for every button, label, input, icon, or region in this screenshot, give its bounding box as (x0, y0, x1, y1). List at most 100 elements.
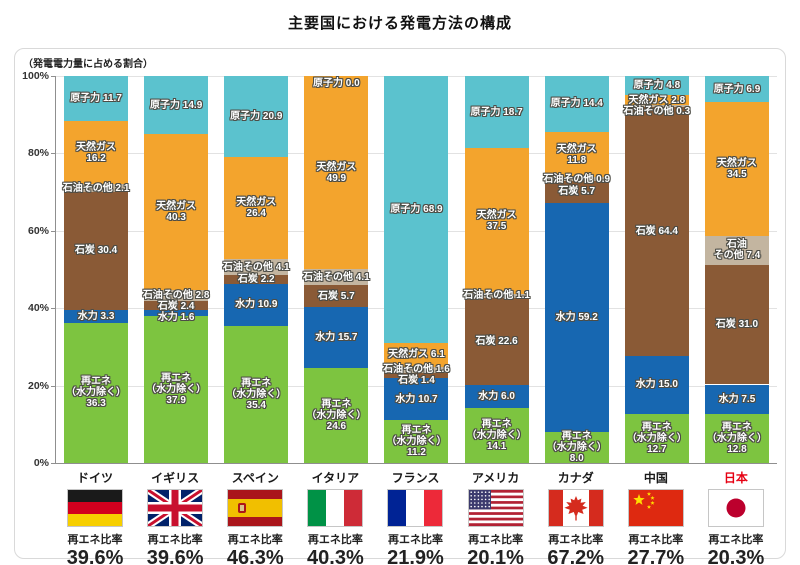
segment-label: 天然ガス 34.5 (716, 158, 757, 181)
country-name: イタリア (311, 471, 360, 485)
country-column-6: カナダ 再エネ比率 67.2% (536, 469, 616, 565)
bar-segment-1 (544, 202, 609, 432)
bar-segment-4 (384, 343, 449, 367)
country-name: 中国 (643, 471, 668, 485)
ratio-caption: 再エネ比率 (548, 534, 604, 546)
segment-label: 水力 6.0 (478, 391, 515, 403)
flag-japan (707, 489, 764, 527)
y-tick-label: 20% (27, 379, 49, 392)
country-name: 日本 (723, 471, 748, 485)
segment-label: 石炭 64.4 (635, 225, 678, 237)
segment-label: 石油その他 0.9 (543, 173, 611, 185)
bar-segment-2 (304, 284, 369, 307)
chart-footer: ドイツ 再エネ比率 39.6% イギリス 再エネ比率 39.6% スペイン 再エ… (55, 469, 776, 565)
bar-segment-5 (144, 76, 209, 135)
bar-column-6: 原子力 14.4 天然ガス 11.8 石油その他 0.9 石炭 5.7 水力 59.2 再… (537, 76, 617, 464)
flag-canada (547, 489, 604, 527)
flag-uk (147, 489, 204, 527)
y-tick-mark (51, 230, 55, 232)
bar-segment-5 (704, 75, 769, 103)
segment-label: 天然ガス 11.8 (556, 143, 597, 166)
segment-label: 水力 10.7 (395, 393, 438, 405)
bar-segment-4 (464, 148, 529, 294)
bar-segment-3 (304, 269, 369, 285)
bar-column-2: 原子力 20.9 天然ガス 26.4 石油その他 4.1 石炭 2.2 水力 10.9 再… (216, 76, 296, 463)
page-title: 主要国における発電方法の構成 (287, 15, 512, 32)
segment-label: 石炭 5.7 (558, 186, 596, 198)
bar-column-1: 原子力 14.9 天然ガス 40.3 石油その他 2.8 石炭 2.4 水力 1.6 再エ… (136, 76, 216, 463)
segment-label: 石炭 5.7 (318, 290, 355, 302)
country-name: アメリカ (471, 471, 520, 485)
bar-segment-3 (224, 259, 289, 276)
segment-label: 原子力 14.4 (550, 98, 603, 110)
segment-label: 天然ガス 49.9 (316, 161, 357, 184)
bar-segment-5 (64, 76, 129, 122)
ratio-caption: 再エネ比率 (708, 534, 764, 546)
bar-0: 原子力 11.7 天然ガス 16.2 石油その他 2.1 石炭 30.4 水力 3.3 再… (63, 76, 129, 463)
country-column-5: アメリカ 再エネ比率 20.1% (456, 469, 536, 565)
bar-7: 原子力 4.8 天然ガス 2.8 石油その他 0.3 石炭 64.4 水力 15.0 再エ… (623, 76, 690, 463)
chart-panel: （発電電力量に占める割合） 100% 80% 60% 40% 20% 0% 原子力 11.… (14, 48, 786, 565)
ratio-value: 20.1% (467, 547, 524, 565)
bar-column-7: 原子力 4.8 天然ガス 2.8 石油その他 0.3 石炭 64.4 水力 15.0 再エ… (617, 76, 697, 463)
ratio-value: 40.3% (307, 547, 364, 565)
segment-label: 再エネ （水力除く） 24.6 (306, 398, 367, 432)
segment-label: 天然ガス 37.5 (476, 209, 517, 232)
segment-label: 原子力 20.9 (230, 111, 283, 123)
country-column-2: スペイン 再エネ比率 46.3% (215, 469, 295, 565)
bar-segment-3 (64, 184, 129, 193)
bar-segment-0 (384, 419, 449, 463)
flag-spain (227, 489, 284, 527)
y-tick-label: 100% (22, 70, 49, 82)
bar-segment-0 (64, 322, 129, 463)
segment-label: 天然ガス 16.2 (76, 141, 117, 164)
segment-label: 再エネ （水力除く） 36.3 (66, 376, 127, 410)
segment-label: 原子力 18.7 (470, 106, 523, 118)
bar-segment-5 (624, 76, 689, 95)
bar-segment-2 (544, 180, 609, 203)
country-name: イギリス (151, 471, 200, 485)
plot-area: 原子力 11.7 天然ガス 16.2 石油その他 2.1 石炭 30.4 水力 3.3 再… (55, 75, 777, 464)
segment-label: 再エネ （水力除く） 35.4 (226, 378, 287, 411)
segment-label: 石油その他 1.6 (383, 364, 450, 376)
segment-label: 石炭 30.4 (74, 245, 118, 257)
segment-label: 再エネ （水力除く） 12.7 (626, 421, 687, 455)
bar-segment-2 (64, 192, 129, 310)
bar-segment-4 (64, 121, 129, 184)
segment-label: 石油その他 4.1 (303, 271, 370, 283)
bar-segment-2 (224, 275, 289, 284)
bar-segment-2 (624, 106, 689, 356)
ratio-caption: 再エネ比率 (387, 534, 443, 546)
segment-label: 再エネ （水力除く） 11.2 (386, 424, 447, 458)
bar-column-8: 原子力 6.9 天然ガス 34.5 石油 その他 7.4 石炭 31.0 水力 7.5 再… (697, 75, 777, 463)
flag-germany (67, 489, 124, 527)
bar-segment-0 (464, 408, 529, 463)
flag-usa (467, 489, 524, 527)
segment-label: 再エネ （水力除く） 12.8 (706, 421, 767, 455)
segment-label: 天然ガス 2.8 (628, 94, 686, 106)
bar-segment-2 (144, 300, 209, 311)
bar-segment-2 (384, 372, 449, 379)
segment-label: 原子力 68.9 (390, 204, 443, 216)
segment-label: 天然ガス 6.1 (388, 349, 445, 361)
ratio-caption: 再エネ比率 (628, 534, 684, 546)
bar-segment-4 (224, 157, 289, 260)
ratio-value: 20.3% (707, 547, 765, 565)
bar-segment-4 (144, 134, 209, 290)
segment-label: 原子力 14.9 (150, 99, 203, 111)
bar-segment-1 (624, 355, 689, 414)
y-tick-label: 40% (27, 302, 49, 315)
flag-france (387, 489, 444, 527)
bar-segment-4 (704, 102, 769, 236)
bar-segment-0 (704, 413, 769, 463)
country-name: ドイツ (77, 471, 114, 485)
bar-segment-3 (384, 366, 449, 373)
segment-label: 石油その他 0.3 (623, 105, 691, 117)
bar-column-4: 原子力 68.9 天然ガス 6.1 石油その他 1.6 石炭 1.4 水力 10.7 再エ… (376, 76, 456, 463)
country-column-4: フランス 再エネ比率 21.9% (375, 469, 455, 565)
bar-segment-1 (144, 310, 209, 317)
segment-label: 天然ガス 26.4 (236, 197, 277, 220)
bar-segment-1 (384, 378, 449, 420)
bar-1: 原子力 14.9 天然ガス 40.3 石油その他 2.8 石炭 2.4 水力 1.6 再エ… (143, 76, 210, 463)
